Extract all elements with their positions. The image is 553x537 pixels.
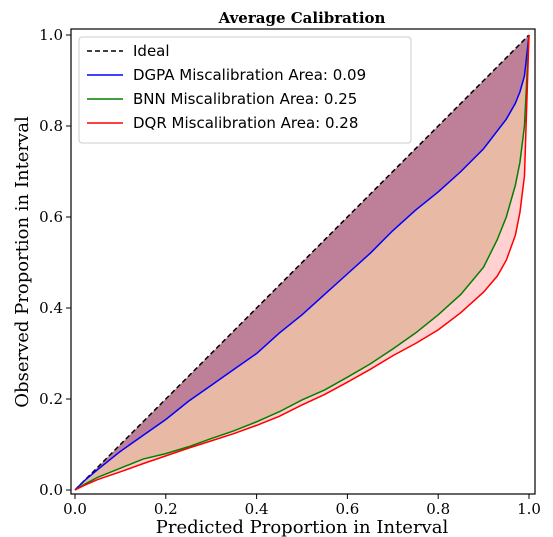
y-tick-label: 0.4 (39, 299, 63, 317)
legend: Ideal DGPA Miscalibration Area: 0.09 BNN M… (78, 36, 412, 144)
legend-entry-3: DQR Miscalibration Area: 0.28 (133, 114, 358, 132)
x-tick-label: 1.0 (517, 500, 541, 518)
legend-entry-0: Ideal (133, 42, 170, 60)
y-tick-label: 0.6 (39, 208, 63, 226)
series-line-0 (74, 34, 530, 491)
y-axis-label: Observed Proportion in Interval (12, 116, 33, 408)
series-line-1 (74, 34, 530, 491)
series-line-3 (74, 34, 530, 491)
x-axis-label: Predicted Proportion in Interval (156, 517, 449, 537)
plot-frame (70, 28, 536, 495)
y-tick-label: 1.0 (39, 26, 63, 44)
series-line-2 (74, 34, 530, 491)
x-tick-label: 0.6 (335, 500, 359, 518)
chart-title: Average Calibration (218, 9, 386, 27)
y-tick-label: 0.8 (39, 117, 63, 135)
axis-ticks: 0.0 0.2 0.4 0.6 0.8 1.0 0.0 0.2 0.4 0.6 0.8 1.0 (39, 26, 541, 518)
x-tick-label: 0.4 (245, 500, 269, 518)
x-tick-label: 0.0 (63, 500, 87, 518)
legend-entry-1: DGPA Miscalibration Area: 0.09 (133, 66, 366, 84)
legend-entry-2: BNN Miscalibration Area: 0.25 (133, 90, 357, 108)
y-tick-label: 0.0 (39, 481, 63, 499)
x-tick-label: 0.2 (154, 500, 178, 518)
x-tick-label: 0.8 (426, 500, 450, 518)
y-tick-label: 0.2 (39, 390, 63, 408)
series-lines (74, 34, 530, 491)
legend-box (78, 36, 412, 144)
